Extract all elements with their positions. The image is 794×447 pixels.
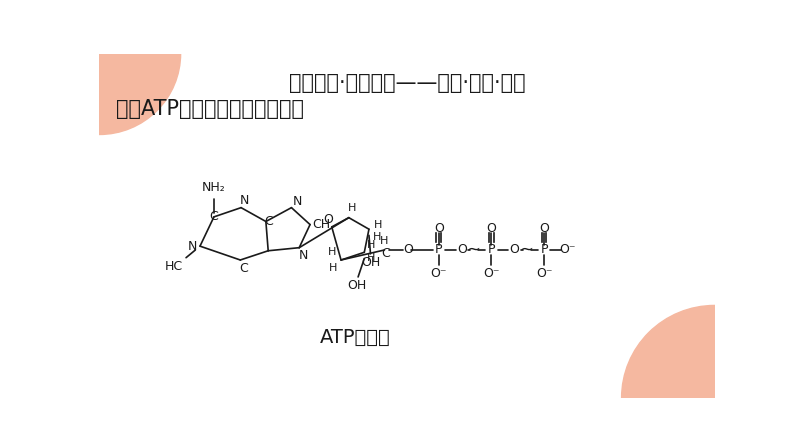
Text: O: O: [403, 244, 413, 257]
Text: N: N: [240, 194, 249, 207]
Text: H: H: [367, 253, 376, 263]
Text: C: C: [264, 215, 273, 228]
Text: O: O: [434, 222, 444, 235]
Text: N: N: [293, 195, 303, 208]
Text: P: P: [488, 244, 495, 257]
Text: P: P: [541, 244, 548, 257]
Text: OH: OH: [361, 256, 380, 269]
Circle shape: [18, 0, 180, 135]
Text: O⁻: O⁻: [430, 266, 447, 279]
Text: O: O: [323, 214, 333, 227]
Text: HC: HC: [164, 260, 183, 273]
Text: 知识梳理·填准记牢——自主·预习·先知: 知识梳理·填准记牢——自主·预习·先知: [288, 73, 526, 93]
Text: N: N: [187, 240, 197, 253]
Text: O: O: [457, 244, 467, 257]
Text: C: C: [382, 247, 391, 260]
Text: H: H: [374, 220, 383, 230]
Text: H: H: [367, 240, 376, 249]
Text: P: P: [435, 244, 442, 257]
Text: O⁻: O⁻: [559, 244, 576, 257]
Text: H: H: [328, 247, 336, 257]
Text: H: H: [348, 203, 356, 213]
Text: N: N: [299, 249, 309, 262]
Text: ~: ~: [519, 241, 534, 259]
Text: O⁻: O⁻: [536, 266, 553, 279]
Text: H: H: [380, 236, 388, 246]
Text: C: C: [239, 262, 248, 275]
Text: O: O: [487, 222, 496, 235]
Text: NH₂: NH₂: [202, 181, 225, 194]
Text: O⁻: O⁻: [484, 266, 499, 279]
Text: ATP结构式: ATP结构式: [320, 328, 391, 346]
Text: O: O: [539, 222, 549, 235]
Circle shape: [622, 305, 794, 447]
Text: O: O: [510, 244, 519, 257]
Text: H: H: [329, 263, 337, 273]
Text: 一、ATP是一种高能磷酸化合物: 一、ATP是一种高能磷酸化合物: [116, 99, 304, 119]
Text: CH: CH: [312, 218, 330, 231]
Text: OH: OH: [347, 279, 366, 292]
Text: H: H: [372, 232, 381, 242]
Text: ~: ~: [467, 241, 480, 259]
Text: C: C: [210, 211, 218, 224]
